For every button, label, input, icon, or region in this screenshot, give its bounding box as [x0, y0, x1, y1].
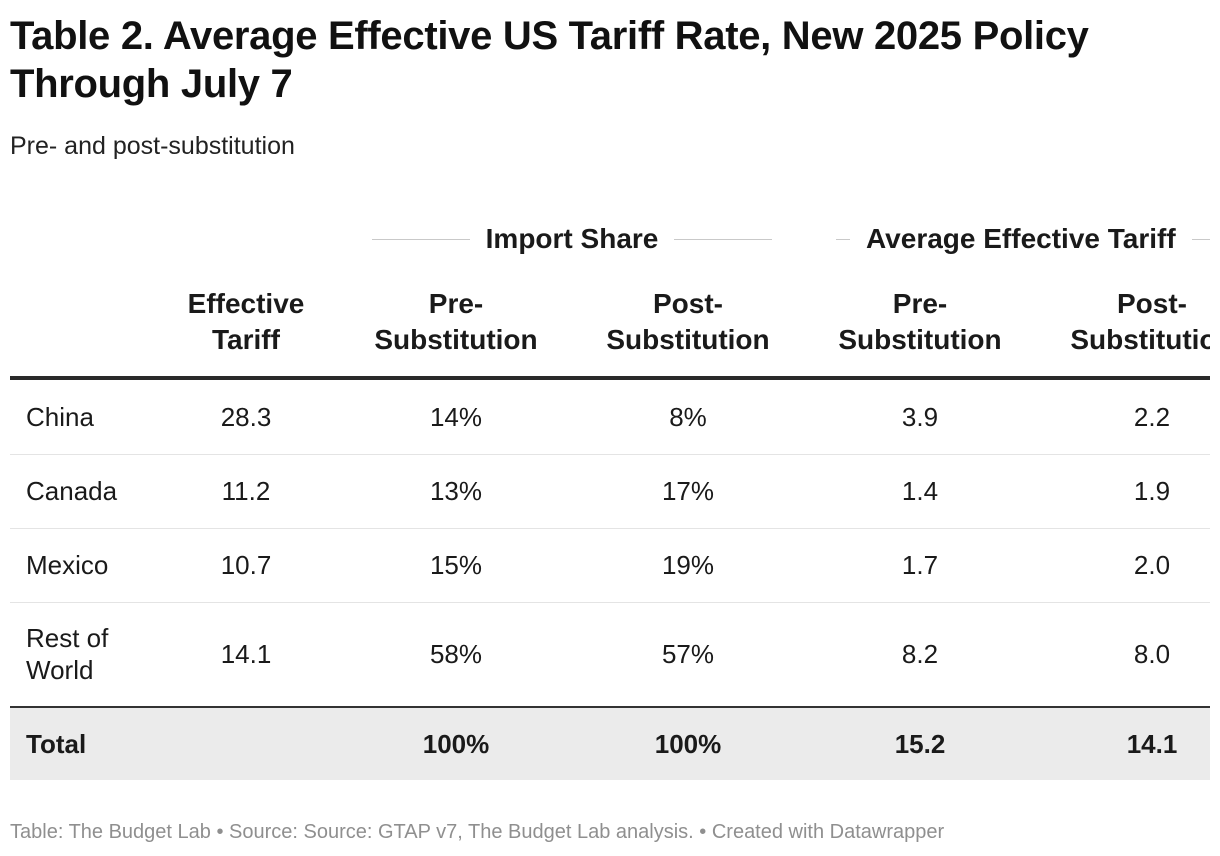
group-rule-right — [1191, 238, 1210, 240]
table-footer: Table: The Budget Lab • Source: Source: … — [10, 821, 945, 843]
cell-import-pre: 13% — [429, 475, 483, 506]
cell-effective-tariff: 28.3 — [220, 401, 272, 432]
table-row: China 28.3 14% 8% 3.9 2.2 — [10, 380, 1210, 455]
group-header-import-share: Import Share — [372, 216, 773, 262]
cell-effective-tariff: 11.2 — [221, 475, 271, 506]
column-header-tariff-pre-substitution: Pre- Substitution — [838, 288, 1002, 355]
cell-country: China — [26, 402, 94, 432]
column-header-import-post-substitution: Post- Substitution — [606, 288, 770, 355]
cell-tariff-post: 1.9 — [1133, 475, 1171, 506]
total-row: Total 100% 100% 15.2 14.1 — [10, 706, 1210, 780]
column-header-effective-tariff: Effective Tariff — [187, 288, 305, 355]
cell-effective-tariff: 10.7 — [220, 549, 272, 580]
cell-effective-tariff: 14.1 — [220, 638, 272, 669]
table-row: Canada 11.2 13% 17% 1.4 1.9 — [10, 454, 1210, 529]
cell-tariff-pre: 8.2 — [901, 638, 939, 669]
cell-tariff-post: 2.2 — [1133, 401, 1171, 432]
cell-tariff-pre: 1.4 — [901, 475, 939, 506]
group-header-average-effective-tariff: Average Effective Tariff — [836, 216, 1210, 262]
cell-tariff-post: 14.1 — [1126, 728, 1178, 759]
cell-import-pre: 15% — [429, 549, 483, 580]
cell-tariff-post: 2.0 — [1133, 549, 1171, 580]
cell-tariff-post: 8.0 — [1133, 638, 1171, 669]
cell-import-post: 19% — [661, 549, 715, 580]
cell-country: Total — [26, 729, 87, 759]
cell-country: Rest of World — [26, 623, 109, 685]
column-header-tariff-post-substitution: Post- Substitution — [1070, 288, 1210, 355]
cell-effective-tariff — [136, 708, 356, 780]
table-row: Mexico 10.7 15% 19% 1.7 2.0 — [10, 528, 1210, 603]
group-rule-right — [674, 238, 773, 240]
header-divider — [10, 376, 1210, 380]
group-rule-left — [836, 238, 850, 240]
cell-country: Canada — [26, 476, 118, 506]
cell-import-pre: 14% — [429, 401, 483, 432]
cell-import-pre: 100% — [422, 728, 490, 759]
cell-country: Mexico — [26, 550, 109, 580]
data-table: Import Share Average Effective Tariff Ef… — [10, 190, 1210, 790]
group-rule-left — [372, 238, 470, 240]
cell-import-post: 57% — [661, 638, 715, 669]
cell-import-pre: 58% — [429, 638, 483, 669]
table-title: Table 2. Average Effective US Tariff Rat… — [10, 14, 1089, 106]
cell-import-post: 8% — [669, 401, 707, 432]
cell-import-post: 17% — [661, 475, 715, 506]
table-subtitle: Pre- and post-substitution — [10, 132, 295, 160]
column-header-import-pre-substitution: Pre- Substitution — [374, 288, 538, 355]
group-header-label: Import Share — [485, 223, 659, 254]
table-row: Rest of World 14.1 58% 57% 8.2 8.0 — [10, 602, 1210, 707]
cell-tariff-pre: 1.7 — [901, 549, 939, 580]
cell-import-post: 100% — [654, 728, 722, 759]
group-header-label: Average Effective Tariff — [866, 223, 1176, 254]
cell-tariff-pre: 3.9 — [901, 401, 939, 432]
cell-tariff-pre: 15.2 — [894, 728, 946, 759]
